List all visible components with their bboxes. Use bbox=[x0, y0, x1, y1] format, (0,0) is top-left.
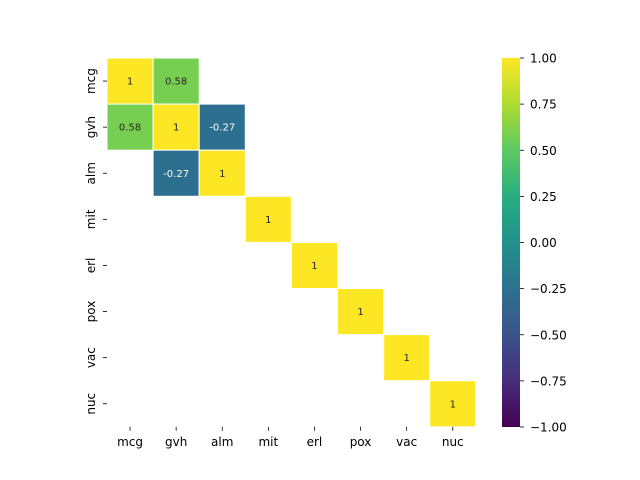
colorbar bbox=[502, 58, 520, 427]
cell-value-label: 0.58 bbox=[119, 123, 141, 134]
heatmap-cell bbox=[290, 241, 338, 289]
heatmap-cell bbox=[106, 103, 154, 151]
y-tick-label: erl bbox=[84, 258, 98, 274]
x-tick-label: mcg bbox=[117, 435, 143, 449]
colorbar-tick-label: −0.75 bbox=[530, 374, 567, 388]
cell-value-label: 1 bbox=[173, 123, 179, 134]
heatmap-cell bbox=[198, 149, 246, 197]
x-tick-label: erl bbox=[307, 435, 323, 449]
colorbar-tick-label: −0.25 bbox=[530, 282, 567, 296]
cell-value-label: 1 bbox=[311, 261, 317, 272]
cell-value-label: 1 bbox=[357, 307, 363, 318]
y-tick-label: pox bbox=[84, 301, 98, 323]
x-tick-label: gvh bbox=[165, 435, 187, 449]
colorbar-gradient bbox=[502, 58, 520, 427]
heatmap-cell bbox=[152, 57, 200, 105]
y-tick-label: gvh bbox=[84, 116, 98, 138]
cell-value-label: 1 bbox=[265, 215, 271, 226]
cell-value-label: 1 bbox=[127, 77, 133, 88]
y-tick-label: alm bbox=[84, 162, 98, 184]
cell-value-label: 1 bbox=[219, 169, 225, 180]
x-tick-label: nuc bbox=[442, 435, 464, 449]
colorbar-tick-label: 0.25 bbox=[530, 190, 557, 204]
heatmap-cell bbox=[429, 380, 477, 428]
y-tick-label: mit bbox=[84, 209, 98, 229]
cell-value-label: 1 bbox=[403, 353, 409, 364]
cell-value-label: -0.27 bbox=[209, 123, 235, 134]
heatmap-cell bbox=[244, 195, 292, 243]
colorbar-tick-label: 1.00 bbox=[530, 52, 557, 66]
x-axis-ticks: mcg gvh alm mit erl pox vac nuc bbox=[117, 426, 464, 449]
colorbar-ticks: 1.00 0.75 0.50 0.25 0.00 −0.25 −0.50 −0.75 −1.00 bbox=[520, 52, 567, 435]
cell-value-label: 0.58 bbox=[165, 77, 187, 88]
y-tick-label: nuc bbox=[84, 393, 98, 415]
colorbar-tick-label: 0.00 bbox=[530, 236, 557, 250]
heatmap-cells: 1 0.58 0.58 1 -0.27 -0.27 1 1 1 1 1 1 bbox=[106, 57, 477, 428]
x-tick-label: vac bbox=[396, 435, 417, 449]
colorbar-tick-label: −0.50 bbox=[530, 328, 567, 342]
cell-value-label: -0.27 bbox=[163, 169, 189, 180]
y-tick-label: mcg bbox=[84, 68, 98, 94]
cell-value-label: 1 bbox=[450, 399, 456, 410]
colorbar-tick-label: 0.50 bbox=[530, 144, 557, 158]
colorbar-tick-label: 0.75 bbox=[530, 98, 557, 112]
y-axis-ticks: mcg gvh alm mit erl pox vac nuc bbox=[84, 68, 107, 415]
heatmap-cell bbox=[152, 149, 200, 197]
heatmap-cell bbox=[383, 334, 431, 382]
x-tick-label: pox bbox=[350, 435, 372, 449]
heatmap-cell bbox=[337, 288, 385, 336]
heatmap-cell bbox=[106, 57, 154, 105]
x-tick-label: mit bbox=[258, 435, 278, 449]
colorbar-tick-label: −1.00 bbox=[530, 421, 567, 435]
y-tick-label: vac bbox=[84, 347, 98, 368]
x-tick-label: alm bbox=[211, 435, 233, 449]
